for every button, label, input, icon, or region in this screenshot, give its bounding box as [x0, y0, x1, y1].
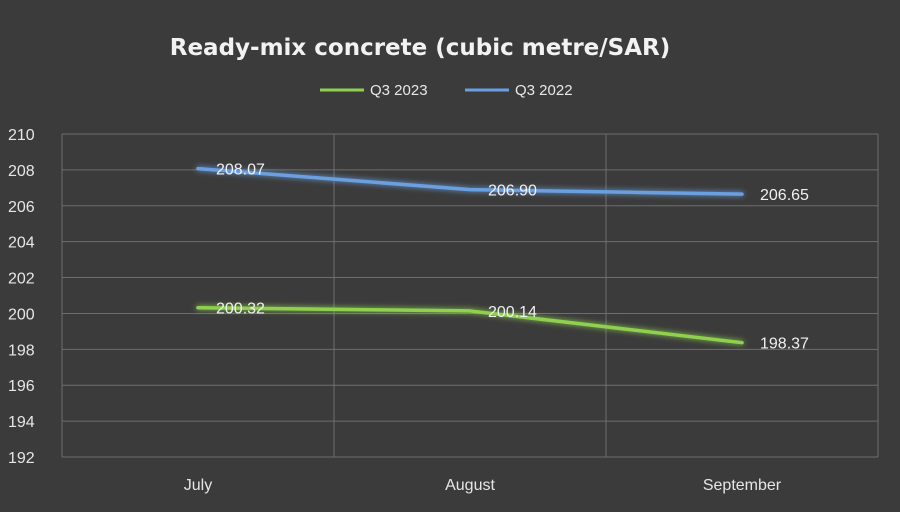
chart-title: Ready-mix concrete (cubic metre/SAR)	[170, 35, 671, 61]
x-tick-label: August	[445, 477, 495, 494]
legend: Q3 2023 Q3 2022	[320, 82, 573, 99]
y-tick-label: 204	[8, 235, 35, 252]
series-line	[196, 305, 744, 345]
data-label: 200.32	[216, 301, 265, 318]
y-tick-label: 208	[8, 163, 35, 180]
grid-layer	[61, 133, 879, 458]
data-labels: 200.32 200.14 198.37 208.07 206.90 206.65	[216, 162, 809, 353]
y-tick-label: 206	[8, 199, 35, 216]
y-tick-label: 198	[8, 342, 35, 359]
data-label: 208.07	[216, 162, 265, 179]
data-label: 206.65	[760, 187, 809, 204]
x-tick-label: July	[184, 477, 212, 494]
series-layer	[196, 166, 744, 345]
series-line	[196, 166, 744, 196]
y-tick-label: 194	[8, 414, 35, 431]
x-axis-ticks: July August September	[184, 477, 782, 494]
y-tick-label: 202	[8, 271, 35, 288]
y-tick-label: 200	[8, 306, 35, 323]
legend-label: Q3 2023	[370, 82, 428, 99]
y-tick-label: 210	[8, 127, 35, 144]
y-tick-label: 192	[8, 450, 35, 467]
x-tick-label: September	[703, 477, 782, 494]
y-axis-ticks: 192 194 196 198 200 202 204 206 208 210	[8, 127, 35, 467]
data-label: 198.37	[760, 336, 809, 353]
y-tick-label: 196	[8, 378, 35, 395]
data-label: 206.90	[488, 183, 537, 200]
data-label: 200.14	[488, 304, 537, 321]
legend-label: Q3 2022	[515, 82, 573, 99]
